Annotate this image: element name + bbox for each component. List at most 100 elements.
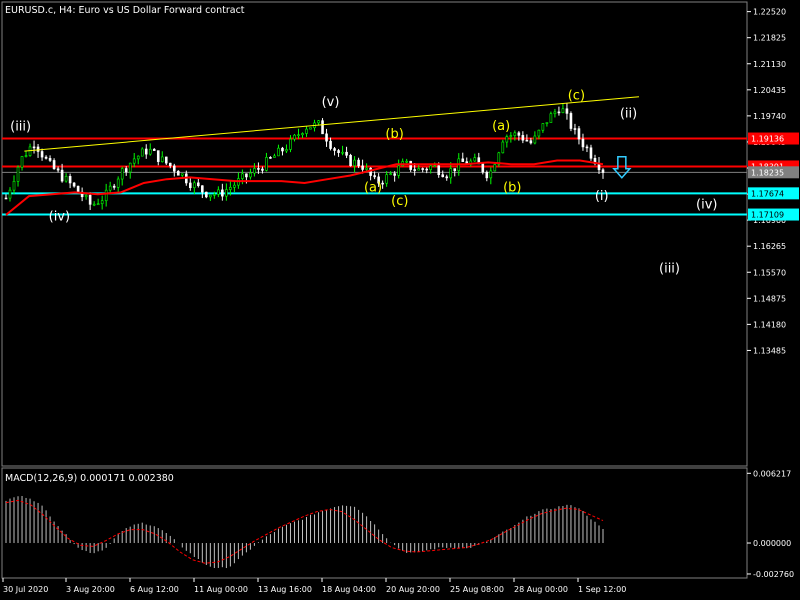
candle-body xyxy=(193,182,196,189)
candle-body xyxy=(116,178,120,188)
wave-label: (iii) xyxy=(10,120,31,135)
candle-body xyxy=(321,120,324,135)
wave-label: (b) xyxy=(503,181,521,196)
candle-body xyxy=(513,132,517,136)
time-tick-label: 3 Aug 20:00 xyxy=(66,585,115,594)
candle-body xyxy=(305,128,308,134)
candle-body xyxy=(365,167,368,170)
time-tick-label: 25 Aug 08:00 xyxy=(450,585,504,594)
candle-body xyxy=(16,166,20,182)
candle-body xyxy=(136,155,140,160)
candle-body xyxy=(289,138,292,150)
candle-body xyxy=(429,165,433,170)
candle-body xyxy=(561,108,565,114)
candle-body xyxy=(172,165,176,172)
candle-body xyxy=(529,140,533,144)
macd-histogram xyxy=(5,495,604,569)
candle-body xyxy=(140,148,144,157)
candle-body xyxy=(156,150,160,162)
candle-body xyxy=(549,113,553,123)
level-tag-label: 1.19136 xyxy=(751,135,784,144)
candle-body xyxy=(180,173,184,176)
wave-labels: (iii) (iv) (v) (b) (a) (c) (a) (b) (c) (ii) (i) (iv… xyxy=(10,88,717,276)
candle-body xyxy=(565,108,569,114)
candle-body xyxy=(176,170,180,176)
candle-body xyxy=(72,182,76,187)
candle-body xyxy=(201,185,204,193)
candle-body xyxy=(433,165,437,167)
candle-body xyxy=(32,146,36,149)
candle-body xyxy=(84,194,88,198)
wave-label: (b) xyxy=(385,127,403,142)
arrow-layer xyxy=(612,156,632,179)
time-axis[interactable]: 30 Jul 2020 3 Aug 20:00 6 Aug 12:00 11 Aug … xyxy=(2,578,626,594)
macd-panel-frame xyxy=(1,467,748,579)
down-arrow-icon xyxy=(612,156,632,179)
candle-body xyxy=(505,136,509,143)
candle-body xyxy=(64,176,68,182)
candle-body xyxy=(301,133,304,136)
candle-body xyxy=(497,152,501,165)
level-tag-label: 1.17109 xyxy=(751,211,784,220)
candle-body xyxy=(209,194,212,198)
candle-body xyxy=(36,146,40,152)
candle-body xyxy=(389,173,392,175)
wave-label: (c) xyxy=(568,88,585,103)
wave-label: (v) xyxy=(322,95,340,110)
candle-body xyxy=(265,157,268,171)
level-tag-label: 1.17674 xyxy=(751,189,784,198)
candle-body xyxy=(369,167,372,176)
candle-body xyxy=(501,141,505,154)
candle-body xyxy=(517,132,521,136)
candle-body xyxy=(144,148,148,155)
wave-label: (i) xyxy=(595,189,609,204)
price-tick-label: 1.21130 xyxy=(753,60,786,69)
candle-body xyxy=(221,189,224,197)
level-tag xyxy=(748,132,799,145)
time-tick-label: 18 Aug 04:00 xyxy=(322,585,376,594)
candle-body xyxy=(249,172,252,178)
candle-body xyxy=(461,158,465,162)
candle-body xyxy=(405,160,408,163)
trendline-layer[interactable] xyxy=(24,96,640,152)
candle-body xyxy=(409,160,412,170)
candle-body xyxy=(485,171,489,179)
time-tick-label: 30 Jul 2020 xyxy=(3,585,48,594)
level-tag xyxy=(748,187,799,200)
candle-body xyxy=(205,191,208,198)
candle-body xyxy=(493,164,497,172)
candle-body xyxy=(128,162,132,173)
macd-label: MACD(12,26,9) 0.000171 0.002380 xyxy=(5,473,174,484)
candle-body xyxy=(421,168,424,170)
price-tick-label: 1.20435 xyxy=(753,86,786,95)
candle-body xyxy=(557,111,561,114)
candle-body xyxy=(349,154,352,167)
candle-body xyxy=(361,165,364,170)
candle-body xyxy=(425,168,429,171)
candle-body xyxy=(8,189,12,199)
candle-body xyxy=(297,134,300,137)
candle-body xyxy=(28,146,32,156)
price-tick-label: 1.14875 xyxy=(753,294,786,303)
candle-body xyxy=(160,156,164,162)
candle-body xyxy=(581,138,585,148)
candle-body xyxy=(573,128,577,130)
time-tick-label: 28 Aug 00:00 xyxy=(514,585,568,594)
candle-body xyxy=(44,156,48,159)
price-axis[interactable]: 1.225201.218251.211301.204351.197401.190… xyxy=(747,8,786,356)
time-tick-label: 11 Aug 00:00 xyxy=(194,585,248,594)
candle-body xyxy=(4,197,8,200)
candle-body xyxy=(541,123,545,131)
candle-body xyxy=(124,168,128,173)
symbol-title: EURUSD.c, H4: Euro vs US Dollar Forward … xyxy=(5,5,245,16)
candle-body xyxy=(585,146,589,149)
candle-body xyxy=(521,135,525,141)
candle-body xyxy=(261,168,264,171)
candle-body xyxy=(357,159,360,167)
wave-label: (iii) xyxy=(659,261,680,276)
candle-body xyxy=(325,133,328,142)
candle-body xyxy=(100,200,104,205)
wave-label: (ii) xyxy=(620,106,637,121)
